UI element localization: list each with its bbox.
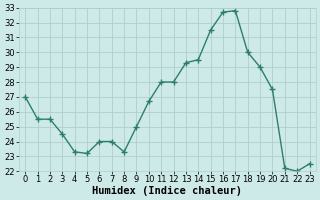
X-axis label: Humidex (Indice chaleur): Humidex (Indice chaleur) <box>92 186 242 196</box>
